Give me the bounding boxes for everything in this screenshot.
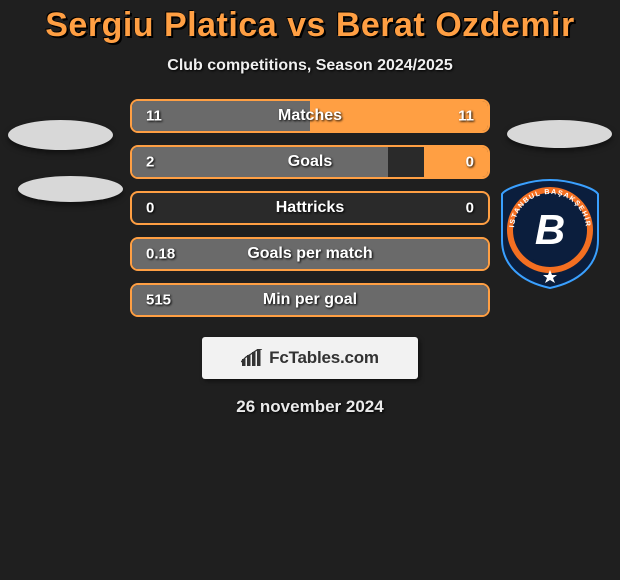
stat-row: 0.18 Goals per match [130,237,490,271]
badge-letter: B [535,206,565,253]
stat-value-right: 0 [466,154,474,171]
stat-label: Min per goal [263,291,357,309]
stat-row: 0 0 Hattricks [130,191,490,225]
stat-fill-right [424,147,488,177]
player-avatar-placeholder-left-1 [8,120,113,150]
stat-row: 11 11 Matches [130,99,490,133]
stat-value-left: 11 [146,108,162,125]
stat-row: 515 Min per goal [130,283,490,317]
club-badge: ISTANBUL BAŞAKŞEHİR B [498,178,602,290]
stat-label: Goals [288,153,332,171]
stat-value-right: 11 [458,108,474,125]
page-subtitle: Club competitions, Season 2024/2025 [0,57,620,75]
stat-label: Goals per match [247,245,372,263]
page-title: Sergiu Platica vs Berat Ozdemir [0,0,620,45]
stat-label: Hattricks [276,199,344,217]
stat-value-left: 2 [146,154,154,171]
date: 26 november 2024 [0,397,620,417]
stat-value-left: 515 [146,292,171,309]
bar-chart-icon [241,349,263,367]
player-avatar-placeholder-left-2 [18,176,123,202]
stat-value-left: 0.18 [146,246,175,263]
stat-fill-left [132,147,388,177]
stat-row: 2 0 Goals [130,145,490,179]
stat-label: Matches [278,107,342,125]
player-avatar-placeholder-right [507,120,612,148]
stat-value-left: 0 [146,200,154,217]
brand-text: FcTables.com [269,348,379,368]
stat-value-right: 0 [466,200,474,217]
brand-box: FcTables.com [202,337,418,379]
